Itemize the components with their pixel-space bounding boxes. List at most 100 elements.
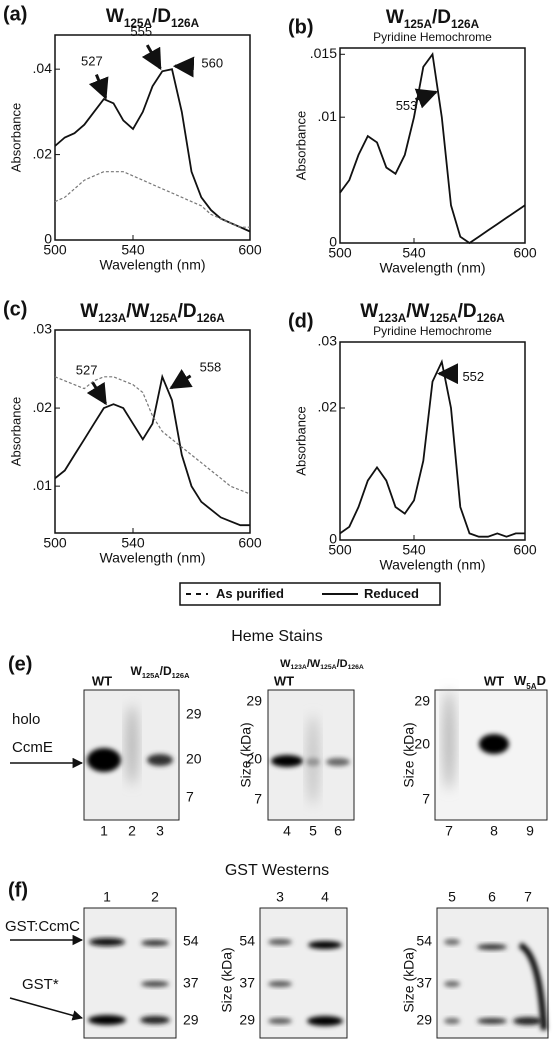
- y-axis-label: Absorbance: [8, 103, 23, 172]
- band: [89, 938, 125, 946]
- series-line: [54, 376, 251, 495]
- panel-label: (f): [8, 879, 28, 901]
- annotation: 553: [396, 98, 418, 113]
- legend: As purified Reduced: [179, 582, 441, 606]
- x-tick-label: 540: [121, 535, 145, 551]
- size-axis-label: Size (kDa): [238, 722, 254, 787]
- lane-number: 2: [151, 889, 159, 905]
- y-tick-label: .02: [318, 399, 338, 415]
- band: [518, 942, 547, 1031]
- lane-number: 8: [490, 823, 498, 839]
- y-axis-label: Absorbance: [8, 397, 23, 466]
- band: [444, 939, 460, 945]
- size-marker: 37: [239, 975, 255, 991]
- series-line: [339, 51, 526, 245]
- size-marker: 37: [183, 975, 199, 991]
- plot-frame: [54, 34, 251, 241]
- y-axis-label: Absorbance: [293, 406, 308, 475]
- band: [268, 981, 292, 987]
- section-title: GST Westerns: [225, 862, 329, 879]
- x-tick-label: 540: [402, 245, 426, 261]
- y-tick-label: 0: [44, 231, 52, 247]
- size-marker: 29: [246, 693, 262, 709]
- y-tick-label: 0: [329, 531, 337, 547]
- lane-number: 1: [103, 889, 111, 905]
- size-marker: 54: [239, 933, 255, 949]
- chart-title: W123A/W125A/D126A: [360, 301, 505, 325]
- lane-number: 7: [445, 823, 453, 839]
- band: [444, 981, 460, 987]
- x-axis-label: Wavelength (nm): [379, 557, 485, 573]
- annotation-arrow: [86, 381, 107, 406]
- side-label: GST*: [22, 976, 59, 993]
- band: [87, 748, 121, 772]
- size-marker: 7: [422, 791, 430, 807]
- lane-header: WT: [92, 673, 112, 688]
- y-tick-label: .01: [33, 477, 53, 493]
- x-tick-label: 500: [43, 242, 67, 258]
- y-tick-label: .01: [318, 108, 338, 124]
- lane-number: 7: [524, 889, 532, 905]
- lane-number: 6: [334, 823, 342, 839]
- band: [308, 941, 342, 949]
- spectra: (a) W125A/D126A 500 540 600 0 .02 .04 Wavelength…: [3, 3, 537, 572]
- legend-label: Reduced: [364, 586, 419, 601]
- x-tick-label: 500: [328, 542, 352, 558]
- x-tick-label: 600: [238, 535, 262, 551]
- y-tick-label: .03: [318, 333, 338, 349]
- side-label: CcmE: [12, 739, 53, 756]
- legend-box: [179, 582, 441, 606]
- x-tick-label: 500: [328, 245, 352, 261]
- size-marker: 29: [186, 706, 202, 722]
- annotation: 560: [201, 55, 223, 70]
- lane-number: 3: [156, 823, 164, 839]
- size-marker: 29: [416, 1012, 432, 1028]
- x-axis-label: Wavelength (nm): [99, 257, 205, 273]
- side-label: GST:CcmC: [5, 918, 80, 935]
- annotation-arrow: [414, 88, 439, 109]
- annotation: 552: [462, 369, 484, 384]
- size-marker: 29: [183, 1012, 199, 1028]
- y-axis-label: Absorbance: [293, 111, 308, 180]
- band: [147, 754, 173, 766]
- legend-label: As purified: [216, 586, 284, 601]
- lane-header: WT: [274, 673, 294, 688]
- annotation-arrow: [169, 369, 193, 390]
- x-axis-label: Wavelength (nm): [379, 260, 485, 276]
- smear: [444, 690, 454, 790]
- lane-number: 9: [526, 823, 534, 839]
- band: [268, 939, 292, 945]
- x-tick-label: 600: [513, 542, 537, 558]
- band: [477, 1018, 507, 1024]
- lane-header: W125A/D126A: [131, 664, 191, 680]
- band: [479, 734, 509, 754]
- y-tick-label: .015: [310, 45, 337, 61]
- series-line: [339, 358, 525, 538]
- lane-header: W123A/W125A/D126A: [280, 658, 364, 671]
- annotation: 527: [76, 362, 98, 377]
- side-label: holo: [12, 711, 40, 728]
- arrow: [9, 997, 84, 1021]
- band: [268, 1018, 292, 1024]
- size-marker: 7: [254, 791, 262, 807]
- panel-label: (a): [3, 3, 27, 25]
- size-marker: 20: [246, 751, 262, 767]
- gel: [259, 907, 348, 1039]
- lane-header: W5AD: [514, 673, 546, 690]
- band: [307, 1016, 343, 1026]
- series-line: [54, 373, 250, 527]
- y-tick-label: 0: [329, 234, 337, 250]
- size-marker: 20: [414, 736, 430, 752]
- panel-label: (d): [288, 310, 314, 332]
- lane-number: 5: [309, 823, 317, 839]
- series-line: [54, 68, 251, 233]
- annotation: 527: [81, 53, 103, 68]
- x-axis-label: Wavelength (nm): [99, 550, 205, 566]
- y-tick-label: .02: [33, 399, 53, 415]
- gels: Heme Stains (e) holo CcmE GST Westerns (…: [5, 628, 549, 1039]
- plot-frame: [339, 341, 526, 541]
- size-marker: 54: [416, 933, 432, 949]
- band: [271, 755, 303, 767]
- section-title: Heme Stains: [231, 628, 323, 645]
